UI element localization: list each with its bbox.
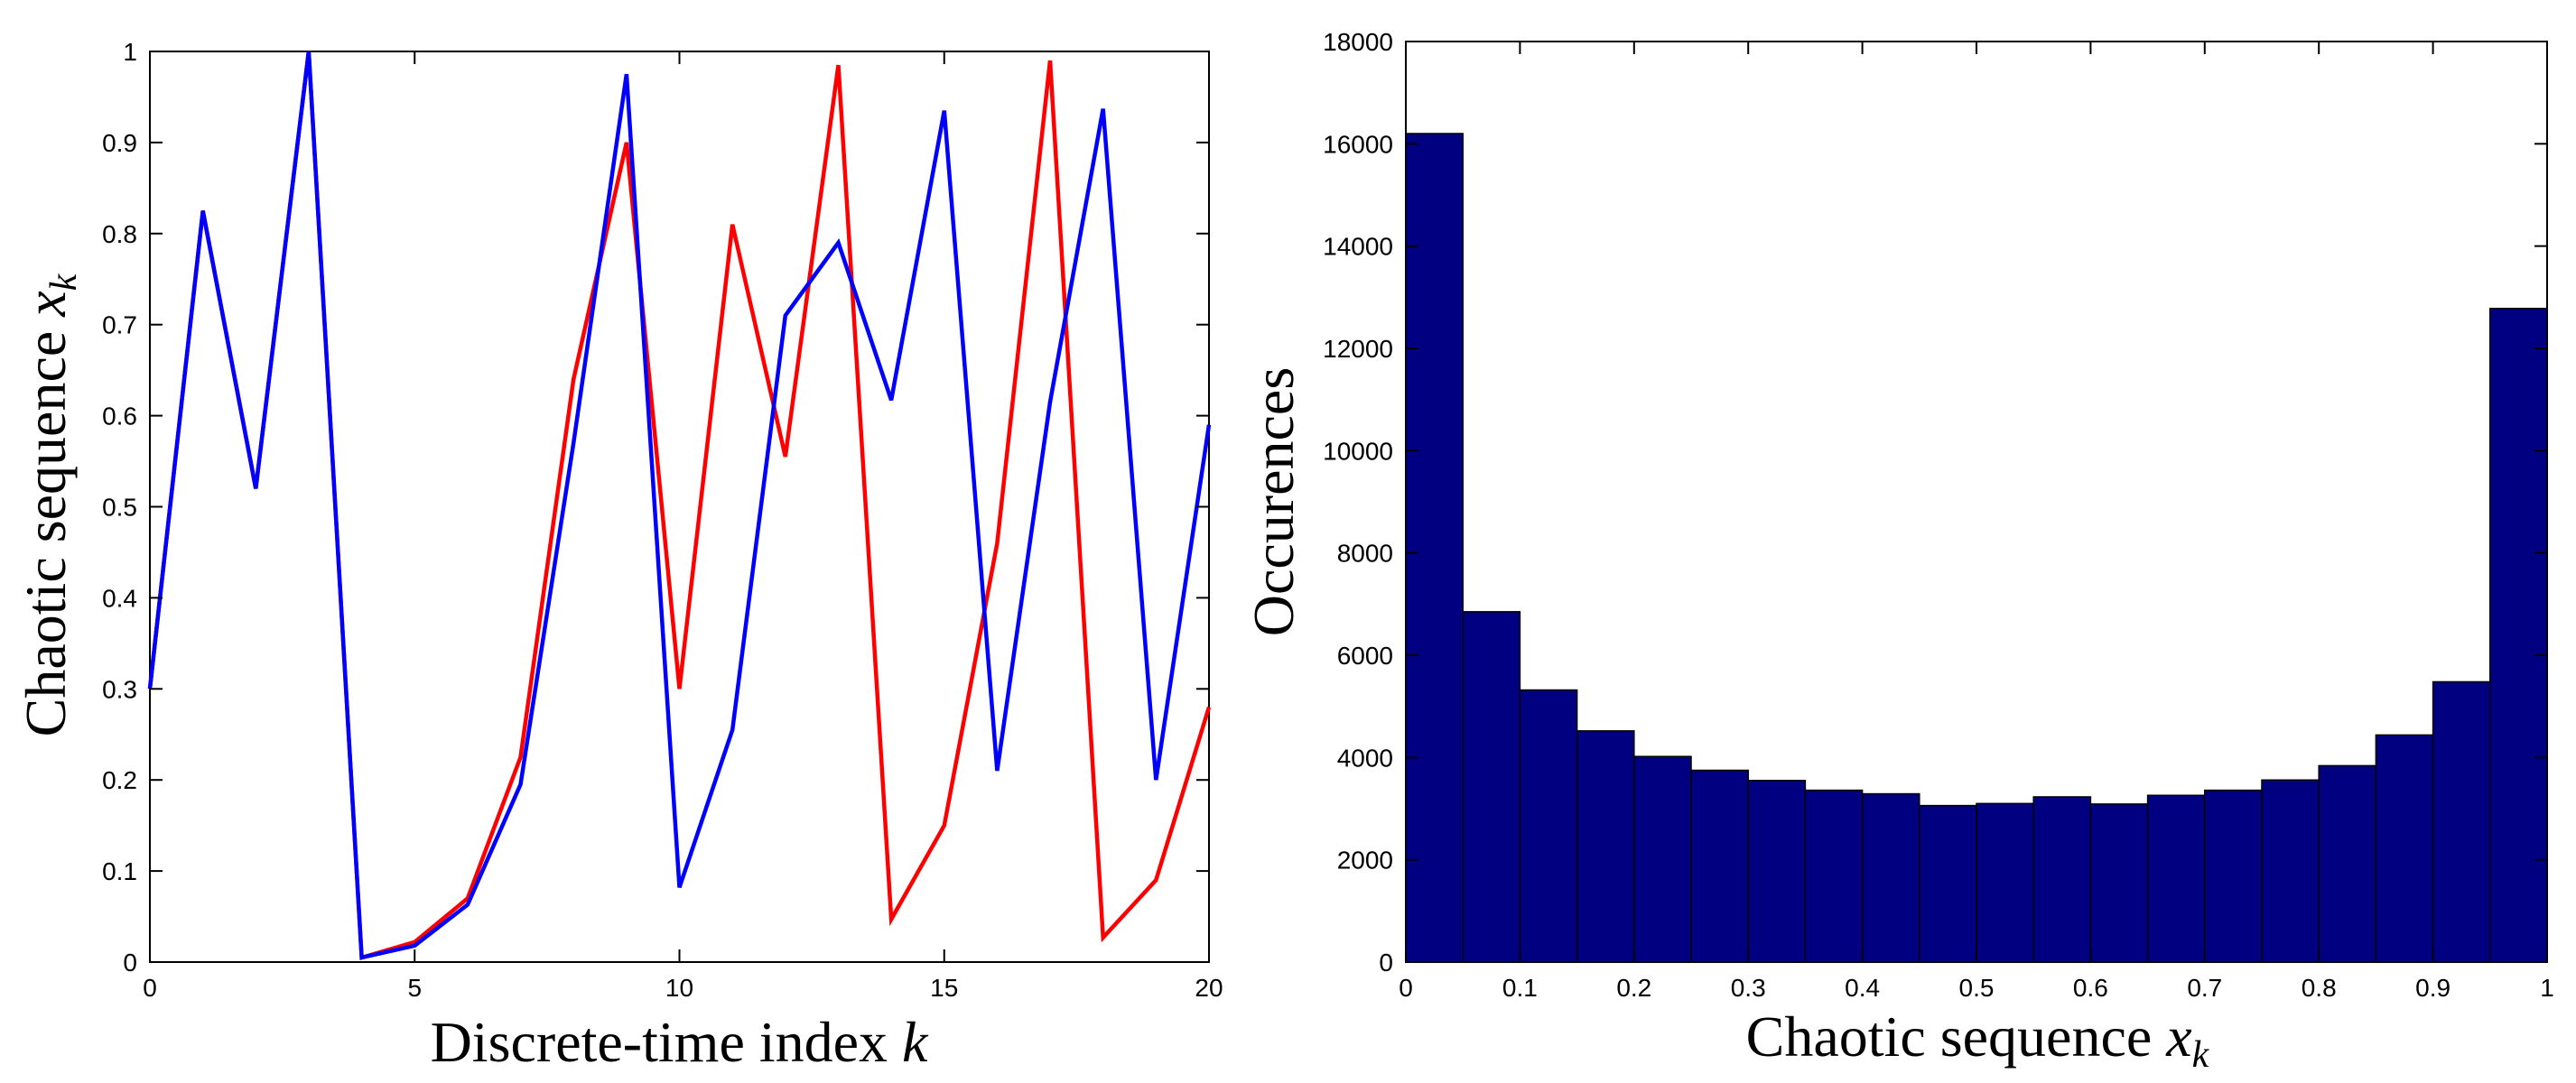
line-x-tick-label: 0 — [143, 974, 157, 1002]
line-x-tick-label: 5 — [407, 974, 422, 1002]
line-x-axis-label: Discrete-time index k — [431, 1010, 929, 1074]
histogram-bar — [1405, 133, 1464, 963]
histogram-x-tick-label: 0.5 — [1959, 974, 1995, 1002]
histogram-bar — [1519, 689, 1578, 963]
histogram-bar — [1804, 789, 1864, 963]
line-x-tick-label: 15 — [930, 974, 958, 1002]
histogram-y-tick-label: 16000 — [1323, 130, 1393, 158]
histogram-y-tick-label: 6000 — [1337, 642, 1393, 670]
histogram-x-tick-label: 0.2 — [1616, 974, 1651, 1002]
histogram-bar — [1576, 730, 1635, 963]
histogram-x-tick-label: 1 — [2540, 974, 2554, 1002]
histogram-x-tick-label: 0.4 — [1845, 974, 1880, 1002]
line-series-layer — [147, 51, 1212, 960]
histogram-y-tick-label: 14000 — [1323, 233, 1393, 261]
histogram-x-axis-ticks: 0 0.1 0.2 0.3 0.4 0.5 0.6 0.7 0.8 0.9 1 — [1399, 42, 2554, 1002]
line-x-axis-ticks: 0 5 10 15 20 — [143, 51, 1223, 1002]
line-y-tick-label: 0.6 — [102, 403, 137, 430]
line-chart-panel: 0 5 10 15 20 0 0.1 0.2 0.3 0.4 0.5 0.6 0.7 0.8 0.9 1 D… — [14, 38, 1223, 1074]
histogram-x-tick-label: 0 — [1399, 974, 1413, 1002]
histogram-y-axis-ticks: 0 2000 4000 6000 8000 10000 12000 14000 16000 180… — [1323, 28, 2547, 977]
line-y-tick-label: 0.3 — [102, 675, 137, 703]
histogram-x-tick-label: 0.7 — [2187, 974, 2222, 1002]
histogram-bar — [1919, 804, 1977, 963]
histogram-y-tick-label: 0 — [1379, 949, 1393, 977]
histogram-bar — [1747, 780, 1807, 963]
histogram-bar — [1633, 755, 1692, 963]
line-y-tick-label: 1 — [123, 38, 137, 66]
histogram-y-tick-label: 8000 — [1337, 540, 1393, 568]
histogram-x-tick-label: 0.3 — [1731, 974, 1766, 1002]
line-y-tick-label: 0.4 — [102, 584, 137, 612]
line-y-tick-label: 0.7 — [102, 311, 137, 339]
histogram-bar — [2489, 308, 2548, 963]
histogram-bar — [2375, 734, 2434, 963]
histogram-y-tick-label: 10000 — [1323, 437, 1393, 465]
histogram-bar — [1690, 769, 1749, 963]
histogram-y-tick-label: 12000 — [1323, 335, 1393, 363]
histogram-bar — [2204, 789, 2263, 963]
histogram-bar — [2318, 764, 2377, 963]
histogram-y-tick-label: 4000 — [1337, 744, 1393, 772]
line-y-axis-label: Chaotic sequence xk — [14, 273, 85, 736]
histogram-panel: 0 0.1 0.2 0.3 0.4 0.5 0.6 0.7 0.8 0.9 1 0 2000 4000 6… — [1242, 28, 2554, 1076]
line-chart-plot-area — [149, 51, 1210, 963]
histogram-bar — [1976, 802, 2034, 963]
histogram-y-tick-label: 2000 — [1337, 847, 1393, 875]
histogram-bar — [2032, 796, 2092, 963]
histogram-y-axis-label: Occurences — [1242, 367, 1306, 636]
histogram-bar — [2089, 803, 2149, 963]
histogram-bars — [1405, 133, 2548, 963]
histogram-bar — [2261, 779, 2320, 963]
line-y-tick-label: 0.5 — [102, 494, 137, 522]
line-x-tick-label: 20 — [1195, 974, 1223, 1002]
line-y-tick-label: 0.9 — [102, 129, 137, 157]
histogram-x-axis-label: Chaotic sequence xk — [1746, 1004, 2210, 1076]
histogram-x-tick-label: 0.1 — [1502, 974, 1538, 1002]
histogram-x-tick-label: 0.8 — [2302, 974, 2337, 1002]
line-x-tick-label: 10 — [665, 974, 693, 1002]
line-y-tick-label: 0.2 — [102, 766, 137, 794]
histogram-y-tick-label: 18000 — [1323, 28, 1393, 56]
histogram-bar — [1861, 792, 1920, 963]
line-y-tick-label: 0.8 — [102, 220, 137, 248]
histogram-bar — [2146, 794, 2206, 963]
line-y-axis-ticks: 0 0.1 0.2 0.3 0.4 0.5 0.6 0.7 0.8 0.9 1 — [102, 38, 1209, 977]
histogram-bar — [1462, 611, 1521, 963]
histogram-x-tick-label: 0.9 — [2415, 974, 2450, 1002]
line-y-tick-label: 0 — [123, 949, 137, 977]
histogram-bar — [2432, 680, 2491, 963]
histogram-x-tick-label: 0.6 — [2073, 974, 2108, 1002]
line-y-tick-label: 0.1 — [102, 857, 137, 885]
series-line-blue — [147, 51, 1212, 960]
